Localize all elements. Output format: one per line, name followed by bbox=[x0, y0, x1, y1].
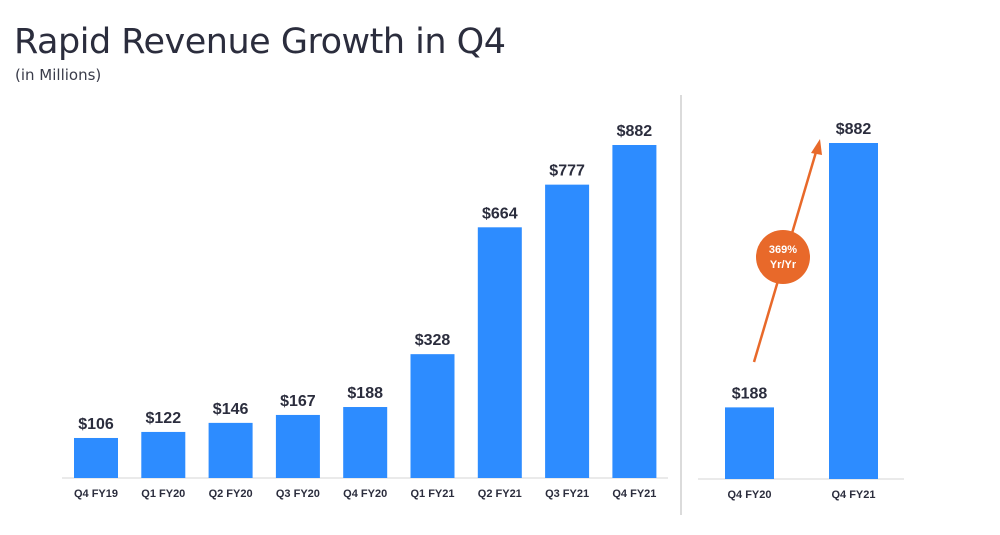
yoy-bars: $188 Q4 FY20 $882 Q4 FY21 bbox=[698, 121, 904, 501]
x-tick-label: Q4 FY20 bbox=[727, 489, 771, 501]
bar-value-label: $328 bbox=[415, 332, 451, 349]
bar-value-label: $188 bbox=[347, 385, 383, 402]
bar bbox=[829, 143, 878, 479]
bar-value-label: $146 bbox=[213, 401, 249, 418]
x-tick-label: Q4 FY21 bbox=[612, 488, 656, 500]
arrow-head-icon bbox=[811, 139, 822, 155]
growth-percent: 369% bbox=[769, 244, 797, 256]
bar bbox=[545, 184, 590, 478]
bar-value-label: $106 bbox=[78, 416, 114, 433]
bar-value-label: $122 bbox=[146, 410, 182, 427]
x-tick-label: Q2 FY21 bbox=[478, 488, 522, 500]
bar-value-label: $167 bbox=[280, 393, 316, 410]
bar bbox=[410, 354, 455, 478]
bar bbox=[275, 414, 320, 478]
x-tick-label: Q1 FY21 bbox=[410, 488, 454, 500]
bar-value-label: $664 bbox=[482, 205, 518, 222]
bar bbox=[208, 422, 253, 478]
page-title: Rapid Revenue Growth in Q4 bbox=[14, 22, 506, 62]
x-tick-label: Q2 FY20 bbox=[209, 488, 253, 500]
bar-value-label: $777 bbox=[549, 163, 585, 180]
growth-arrow: 369% Yr/Yr bbox=[752, 139, 822, 363]
bar bbox=[725, 407, 774, 479]
growth-period: Yr/Yr bbox=[770, 259, 797, 271]
bar bbox=[477, 227, 522, 478]
bar bbox=[141, 431, 186, 478]
growth-badge bbox=[756, 230, 810, 284]
bar bbox=[612, 145, 657, 478]
bar bbox=[343, 407, 388, 478]
x-tick-label: Q3 FY20 bbox=[276, 488, 320, 500]
x-tick-label: Q1 FY20 bbox=[141, 488, 185, 500]
bar-value-label: $882 bbox=[836, 121, 872, 138]
quarterly-bars: $106 Q4 FY19 $122 Q1 FY20 $146 Q2 FY20 $167 Q3 … bbox=[62, 123, 668, 500]
page-subtitle: (in Millions) bbox=[15, 66, 102, 84]
x-tick-label: Q4 FY21 bbox=[831, 489, 875, 501]
bar-value-label: $188 bbox=[732, 385, 768, 402]
bar-value-label: $882 bbox=[617, 123, 653, 140]
x-tick-label: Q3 FY21 bbox=[545, 488, 589, 500]
x-tick-label: Q4 FY19 bbox=[74, 488, 118, 500]
x-tick-label: Q4 FY20 bbox=[343, 488, 387, 500]
bar bbox=[74, 437, 118, 478]
